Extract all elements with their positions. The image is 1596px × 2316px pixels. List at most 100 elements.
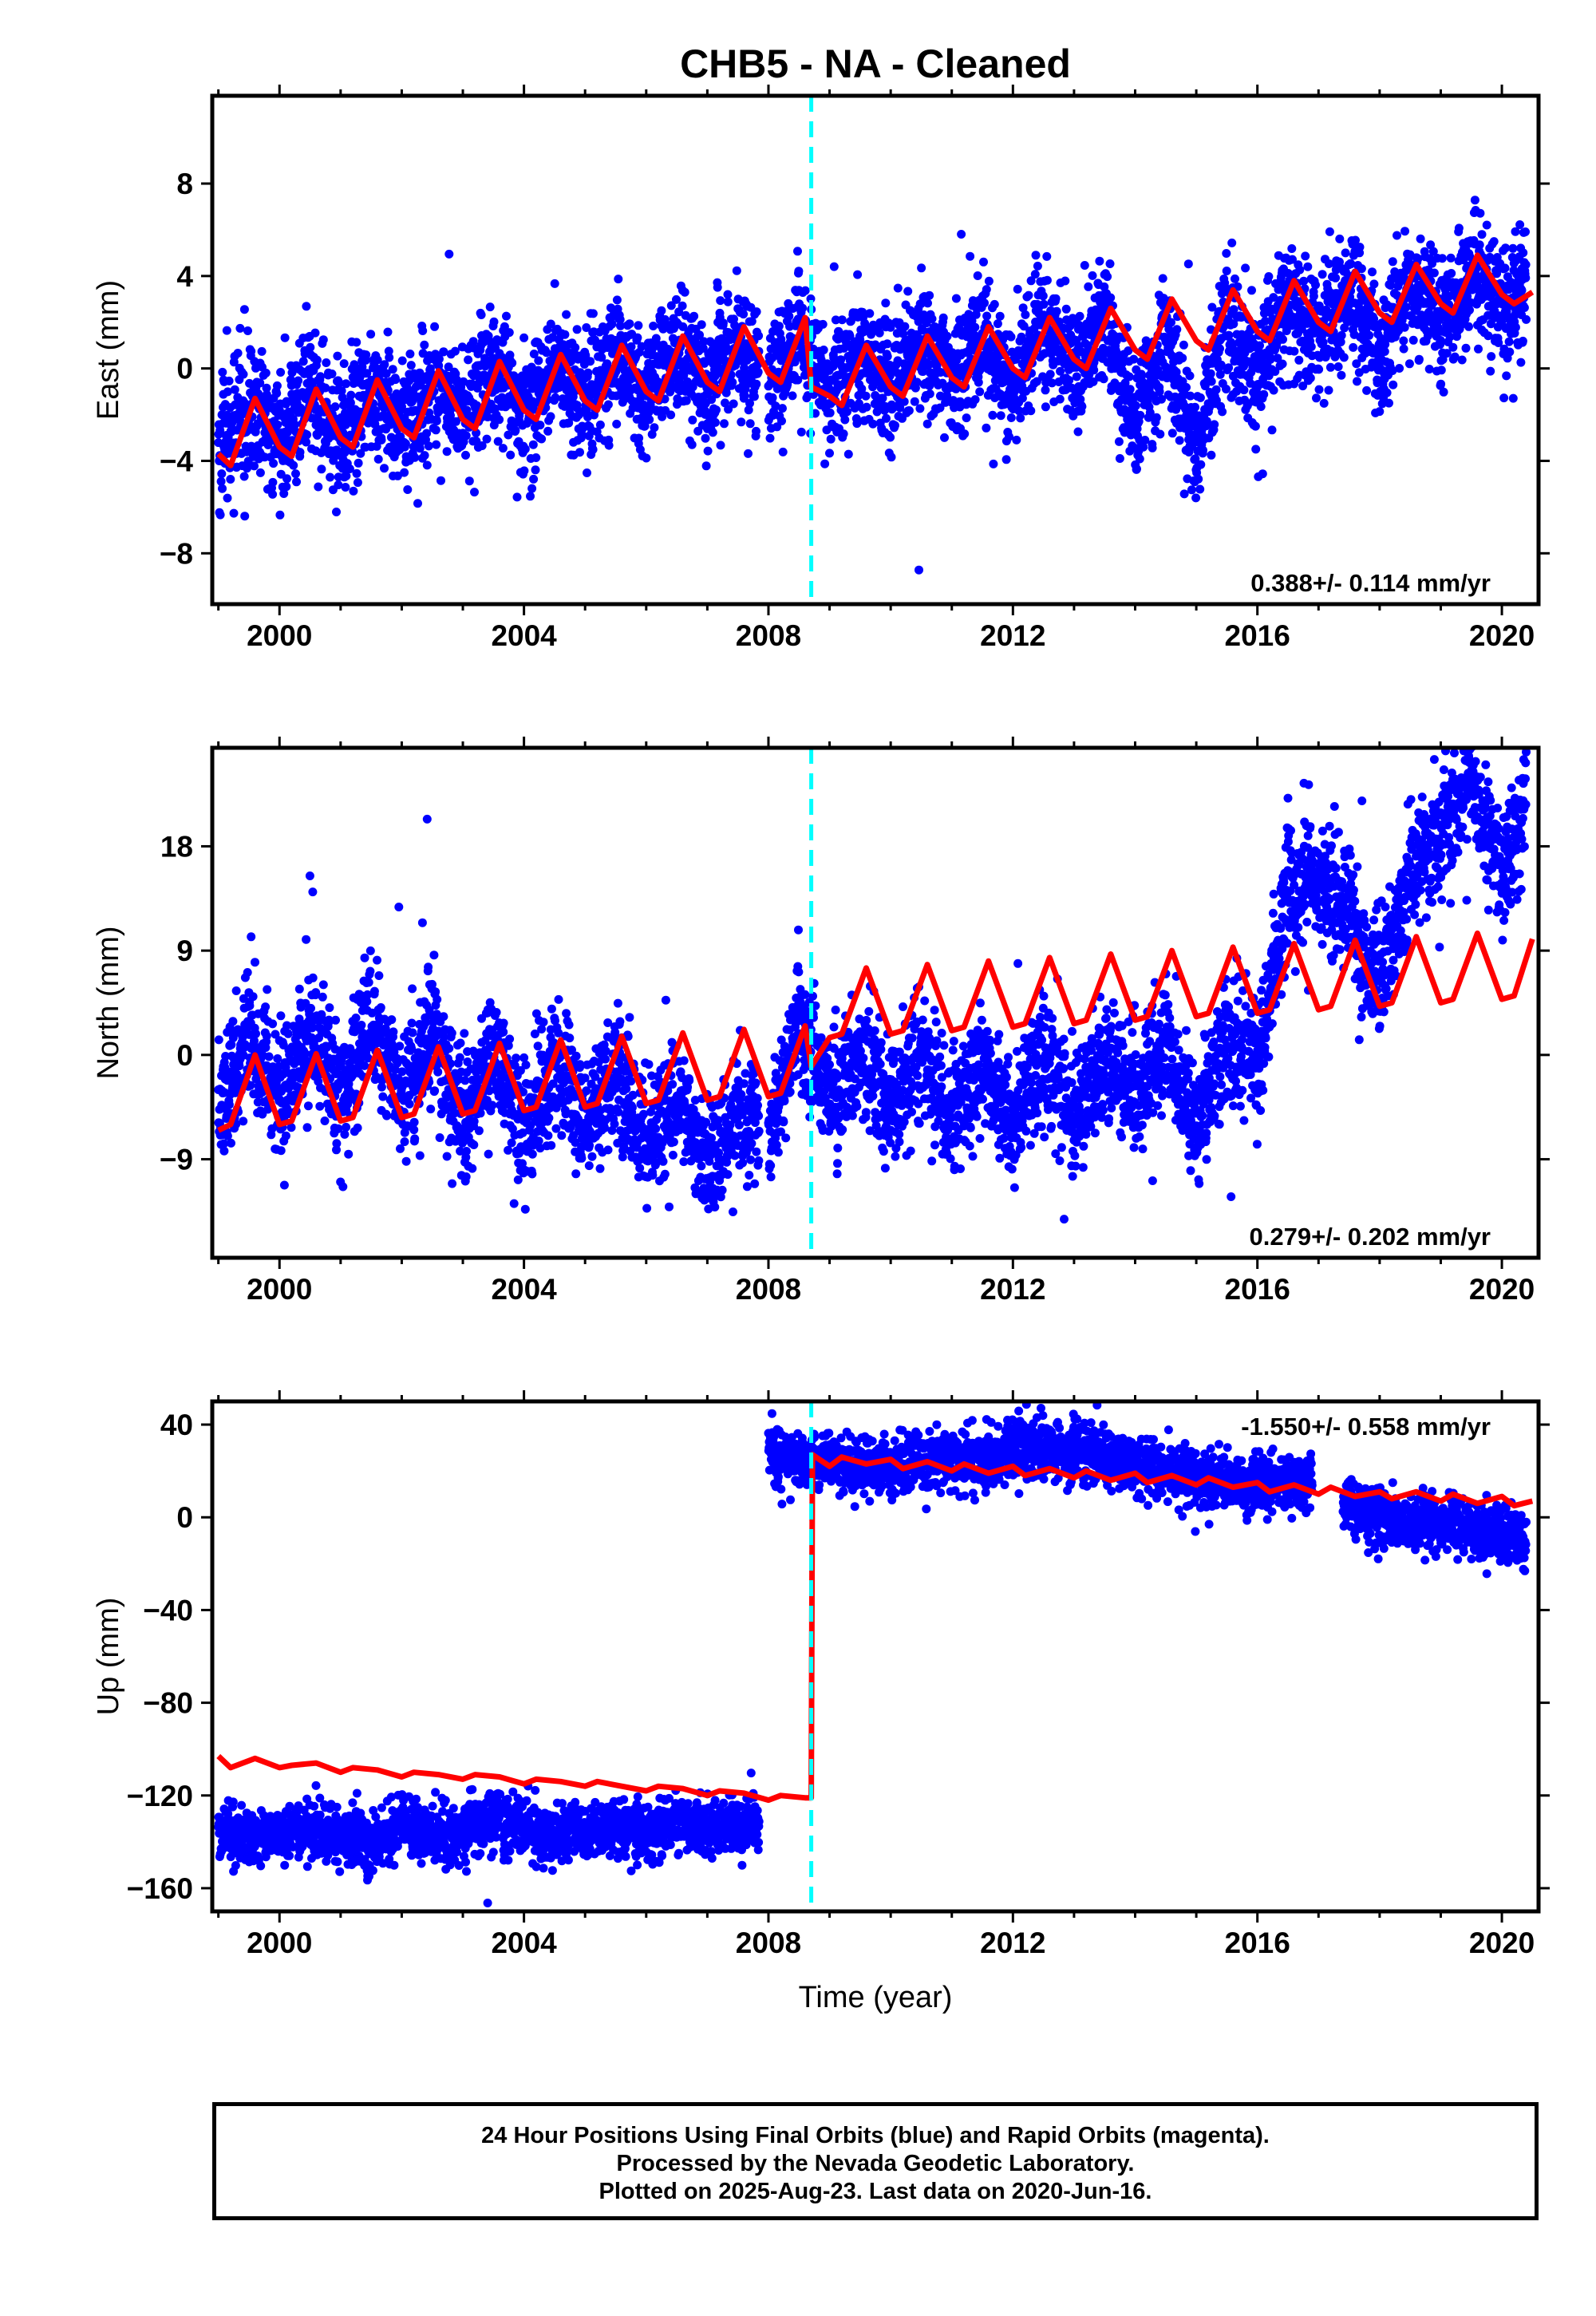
daily-position-point bbox=[1016, 413, 1025, 423]
daily-position-point bbox=[1264, 272, 1274, 281]
daily-position-point bbox=[401, 439, 410, 449]
daily-position-point bbox=[891, 421, 899, 430]
daily-position-point bbox=[1445, 332, 1455, 342]
daily-position-point bbox=[1404, 359, 1414, 369]
daily-position-point bbox=[420, 340, 429, 350]
daily-position-point bbox=[1426, 240, 1436, 250]
daily-position-point bbox=[1362, 385, 1372, 395]
daily-position-point bbox=[1041, 402, 1050, 412]
daily-position-point bbox=[255, 468, 265, 477]
daily-position-point bbox=[295, 448, 305, 457]
daily-position-point bbox=[1106, 293, 1116, 302]
daily-position-point bbox=[625, 319, 634, 329]
daily-position-point bbox=[1167, 429, 1177, 438]
daily-position-point bbox=[1026, 406, 1036, 416]
daily-position-point bbox=[261, 368, 271, 377]
daily-position-point bbox=[1401, 302, 1411, 312]
daily-position-point bbox=[1416, 234, 1425, 243]
daily-position-point bbox=[397, 402, 406, 412]
daily-position-point bbox=[1124, 346, 1133, 355]
daily-position-point bbox=[1299, 276, 1309, 286]
daily-position-point bbox=[1065, 376, 1074, 385]
daily-position-point bbox=[822, 425, 832, 435]
daily-position-point bbox=[1103, 272, 1112, 282]
daily-position-point bbox=[732, 266, 741, 275]
daily-position-point bbox=[1077, 401, 1087, 411]
daily-position-point bbox=[275, 510, 285, 520]
daily-position-point bbox=[1114, 437, 1124, 446]
daily-position-point bbox=[800, 286, 810, 295]
daily-position-point bbox=[1120, 378, 1130, 388]
daily-position-point bbox=[825, 408, 835, 417]
daily-position-point bbox=[1072, 372, 1081, 381]
daily-position-point bbox=[1099, 374, 1108, 384]
daily-position-point bbox=[1031, 251, 1041, 260]
daily-position-point bbox=[1259, 389, 1269, 399]
daily-position-point bbox=[1178, 354, 1187, 363]
daily-position-point bbox=[1349, 342, 1358, 352]
daily-position-point bbox=[535, 421, 545, 430]
daily-position-point bbox=[1195, 484, 1205, 494]
daily-position-point bbox=[1156, 429, 1165, 439]
daily-position-point bbox=[1105, 259, 1115, 268]
daily-position-point bbox=[768, 393, 777, 402]
daily-position-point bbox=[1446, 253, 1456, 263]
daily-position-point bbox=[1508, 393, 1518, 403]
daily-position-point bbox=[262, 1031, 271, 1041]
daily-position-point bbox=[1508, 243, 1518, 253]
daily-position-point bbox=[993, 319, 1002, 329]
daily-position-point bbox=[666, 301, 676, 310]
daily-position-point bbox=[279, 489, 289, 498]
daily-position-point bbox=[1207, 377, 1216, 386]
daily-position-point bbox=[724, 405, 733, 414]
daily-position-point bbox=[1195, 393, 1205, 402]
daily-position-point bbox=[1191, 402, 1199, 412]
daily-position-point bbox=[571, 343, 580, 352]
daily-position-point bbox=[1145, 408, 1155, 417]
daily-position-point bbox=[461, 431, 471, 441]
daily-position-point bbox=[970, 322, 980, 332]
daily-position-point bbox=[444, 249, 454, 259]
daily-position-point bbox=[1115, 454, 1124, 463]
daily-position-point bbox=[502, 311, 511, 321]
daily-position-point bbox=[314, 482, 323, 492]
daily-position-point bbox=[247, 932, 256, 942]
daily-position-point bbox=[1388, 257, 1397, 267]
daily-position-point bbox=[241, 399, 251, 409]
daily-position-point bbox=[1336, 338, 1345, 346]
daily-position-point bbox=[1054, 317, 1064, 326]
daily-position-point bbox=[1352, 359, 1361, 369]
daily-position-point bbox=[1282, 326, 1291, 335]
x-tick-label: 2000 bbox=[247, 619, 312, 652]
daily-position-point bbox=[257, 346, 267, 356]
plot-frame bbox=[210, 93, 1541, 607]
daily-position-point bbox=[923, 298, 932, 308]
x-tick-label: 2008 bbox=[736, 619, 801, 652]
y-tick-label: 8 bbox=[176, 168, 193, 200]
daily-position-point bbox=[637, 342, 646, 351]
daily-position-point bbox=[1152, 413, 1161, 422]
daily-position-point bbox=[973, 271, 982, 280]
x-tick-label: 2012 bbox=[980, 619, 1045, 652]
daily-position-point bbox=[327, 370, 337, 378]
daily-position-point bbox=[332, 508, 341, 516]
daily-position-point bbox=[318, 335, 328, 345]
daily-position-point bbox=[1125, 385, 1135, 394]
daily-position-point bbox=[262, 383, 271, 393]
daily-position-point bbox=[1089, 366, 1099, 375]
daily-position-point bbox=[1355, 243, 1365, 252]
daily-position-point bbox=[899, 397, 909, 406]
daily-position-point bbox=[819, 346, 828, 354]
daily-position-point bbox=[1448, 342, 1458, 352]
daily-position-point bbox=[1215, 370, 1225, 379]
daily-position-point bbox=[1395, 364, 1404, 373]
daily-position-point bbox=[1461, 343, 1471, 353]
daily-position-point bbox=[1224, 363, 1234, 373]
daily-position-point bbox=[865, 309, 875, 318]
daily-position-point bbox=[644, 408, 654, 417]
daily-position-point bbox=[1129, 354, 1139, 364]
daily-position-point bbox=[1247, 286, 1256, 295]
daily-position-point bbox=[1337, 330, 1346, 340]
daily-position-point bbox=[917, 263, 926, 273]
